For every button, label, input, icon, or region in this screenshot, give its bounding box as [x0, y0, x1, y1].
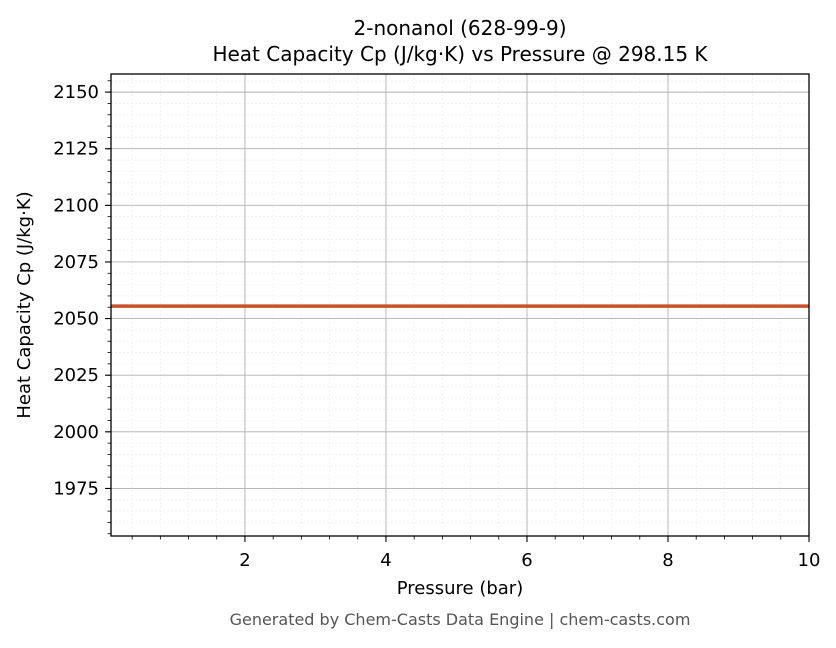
footer-credit: Generated by Chem-Casts Data Engine | ch…	[230, 610, 691, 629]
minor-grid	[111, 74, 809, 536]
x-tick-label: 8	[662, 550, 673, 571]
chart-title-line2: Heat Capacity Cp (J/kg·K) vs Pressure @ …	[212, 42, 708, 66]
y-tick-label: 2025	[53, 365, 99, 386]
y-tick-label: 2050	[53, 309, 99, 330]
x-tick-label: 6	[521, 550, 532, 571]
chart-title-line1: 2-nonanol (628-99-9)	[354, 16, 567, 40]
y-tick-label: 2000	[53, 422, 99, 443]
x-tick-label: 4	[380, 550, 391, 571]
x-tick-label: 10	[798, 550, 821, 571]
x-axis-label: Pressure (bar)	[397, 578, 523, 599]
y-axis-label: Heat Capacity Cp (J/kg·K)	[14, 191, 35, 418]
y-tick-label: 2075	[53, 252, 99, 273]
x-axis-ticks: 2 4 6 8 10	[131, 536, 821, 571]
y-axis-ticks: 1975 2000 2025 2050 2075 2100 2125 2150	[53, 80, 111, 535]
y-tick-label: 1975	[53, 478, 99, 499]
y-tick-label: 2125	[53, 139, 99, 160]
plot-frame	[110, 73, 810, 537]
y-tick-label: 2150	[53, 82, 99, 103]
x-tick-label: 2	[239, 550, 250, 571]
y-tick-label: 2100	[53, 195, 99, 216]
